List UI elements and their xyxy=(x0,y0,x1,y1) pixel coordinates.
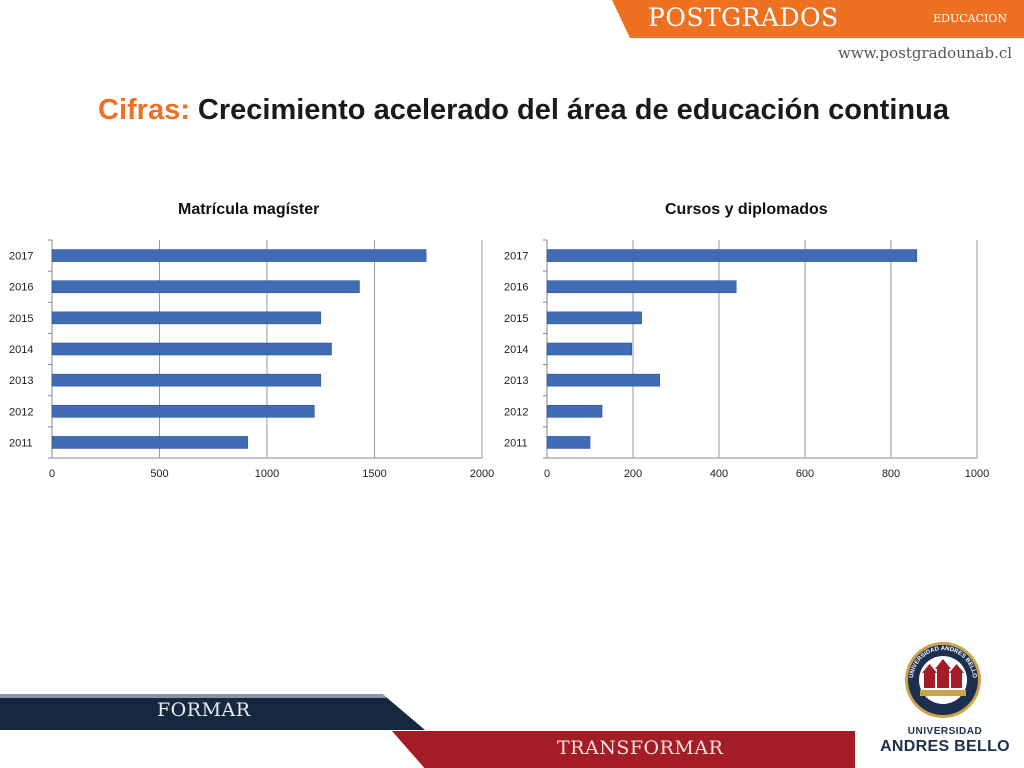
y-tick-label: 2016 xyxy=(504,282,528,294)
x-tick-label: 0 xyxy=(49,468,55,480)
x-tick-label: 600 xyxy=(796,468,814,480)
y-tick-label: 2011 xyxy=(504,437,528,449)
bar xyxy=(546,280,737,294)
chart-cursos-diplomados: Cursos y diplomados 0 200 400 600 800 1000 201… xyxy=(495,195,995,495)
slide-title-accent: Cifras: xyxy=(98,94,190,126)
banner-title: POSTGRADOS xyxy=(648,3,839,32)
x-tick-label: 0 xyxy=(544,468,550,480)
footer-band-formar-label: FORMAR xyxy=(157,699,251,721)
chart-svg: 0 500 1000 1500 2000 2011 2012 2013 2014 2015 2016… xyxy=(9,239,494,480)
y-tick-label: 2013 xyxy=(9,375,33,387)
y-tick-label: 2011 xyxy=(9,437,33,449)
x-tick-label: 200 xyxy=(624,468,642,480)
y-tick-label: 2016 xyxy=(9,282,33,294)
bar xyxy=(546,311,642,325)
website-url: www.postgradounab.cl xyxy=(838,44,1013,62)
university-seal-icon: UNIVERSIDAD ANDRES BELLO xyxy=(905,642,981,718)
bar xyxy=(51,373,322,387)
y-tick-label: 2015 xyxy=(9,313,33,325)
bar xyxy=(51,436,248,449)
y-tick-label: 2014 xyxy=(9,344,33,356)
bar xyxy=(546,436,591,449)
y-tick-label: 2014 xyxy=(504,344,528,356)
y-tick-label: 2015 xyxy=(504,313,528,325)
x-tick-label: 2000 xyxy=(470,468,494,480)
chart-title: Matrícula magíster xyxy=(178,201,320,218)
bar xyxy=(51,249,427,262)
banner-subtitle: EDUCACION xyxy=(933,12,1007,25)
y-tick-label: 2013 xyxy=(504,375,528,387)
university-logo: UNIVERSIDAD ANDRES BELLO UNIVERSIDAD AND… xyxy=(880,632,1010,762)
bar xyxy=(51,280,360,294)
bar xyxy=(546,342,633,356)
footer-band-formar: FORMAR xyxy=(0,694,425,730)
x-tick-label: 1500 xyxy=(362,468,386,480)
chart-title: Cursos y diplomados xyxy=(665,201,828,218)
bar xyxy=(51,404,315,418)
chart-svg: 0 200 400 600 800 1000 2011 2012 2013 2014 2015 201… xyxy=(504,239,989,480)
chart-matricula-magister: Matrícula magíster 0 500 1000 1500 2000 2011 2… xyxy=(0,195,500,495)
x-tick-label: 400 xyxy=(710,468,728,480)
x-tick-label: 800 xyxy=(882,468,900,480)
bar xyxy=(51,342,332,356)
logo-name-line2: ANDRES BELLO xyxy=(880,738,1010,755)
footer-band-transformar-label: TRANSFORMAR xyxy=(557,737,724,759)
x-tick-label: 1000 xyxy=(255,468,279,480)
header-banner: POSTGRADOS EDUCACION xyxy=(612,0,1024,38)
slide-title-text: Crecimiento acelerado del área de educac… xyxy=(197,94,949,126)
x-tick-label: 1000 xyxy=(965,468,989,480)
y-tick-label: 2017 xyxy=(9,251,33,263)
y-tick-label: 2017 xyxy=(504,251,528,263)
bar xyxy=(546,249,918,262)
bar xyxy=(546,373,660,387)
logo-name-line1: UNIVERSIDAD xyxy=(907,726,983,737)
x-tick-label: 500 xyxy=(150,468,168,480)
y-tick-label: 2012 xyxy=(9,406,33,418)
footer-band-transformar: TRANSFORMAR xyxy=(392,731,855,768)
bar xyxy=(546,404,603,418)
slide-title: Cifras: Crecimiento acelerado del área d… xyxy=(98,94,949,127)
bar xyxy=(51,311,322,325)
y-tick-label: 2012 xyxy=(504,406,528,418)
